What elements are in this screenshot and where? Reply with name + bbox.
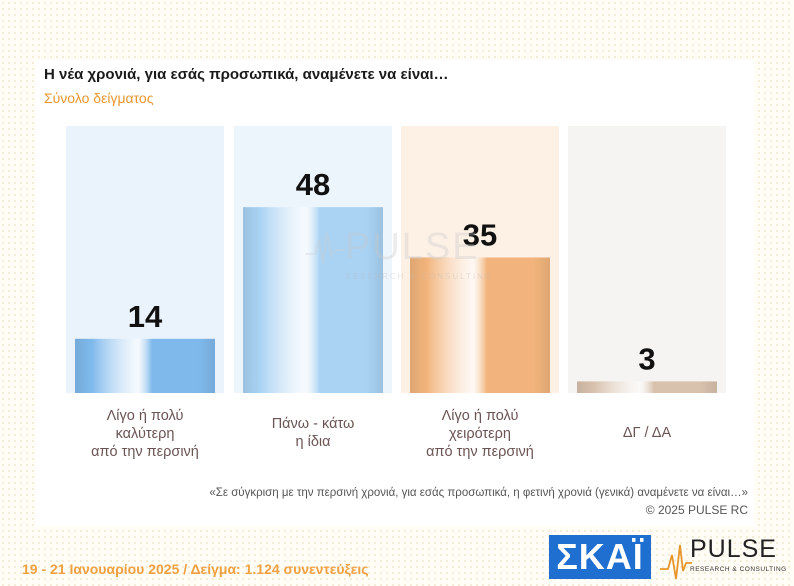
chart-subtitle: Σύνολο δείγματος	[44, 90, 154, 106]
chart-title: Η νέα χρονιά, για εσάς προσωπικά, αναμέν…	[44, 66, 449, 83]
pulse-logo: PULSE RESEARCH & CONSULTING	[660, 535, 786, 581]
bar	[75, 338, 215, 393]
bar-value-label: 3	[638, 341, 655, 376]
copyright-text: © 2025 PULSE RC	[645, 503, 748, 517]
bar-background-panel	[568, 126, 726, 393]
bar	[410, 257, 550, 393]
watermark-word: PULSE	[345, 226, 480, 268]
bar-value-label: 35	[463, 217, 497, 252]
category-label: Λίγο ή πολύ χειρότερη από την περσινή	[426, 408, 534, 460]
category-label: Λίγο ή πολύ καλύτερη από την περσινή	[91, 408, 199, 460]
skai-logo: ΣΚΑΪ	[549, 535, 651, 579]
question-note: «Σε σύγκριση με την περσινή χρονιά, για …	[209, 487, 748, 499]
pulse-wave-icon	[660, 544, 692, 580]
pulse-logo-tagline: RESEARCH & CONSULTING	[690, 566, 787, 573]
pulse-wave-icon	[305, 231, 345, 265]
survey-footer: 19 - 21 Ιανουαρίου 2025 / Δείγμα: 1.124 …	[22, 561, 369, 577]
bar	[577, 381, 717, 393]
category-label: Πάνω - κάτω η ίδια	[272, 416, 355, 450]
pulse-logo-word: PULSE	[690, 535, 777, 563]
pulse-watermark: PULSE RESEARCH & CONSULTING	[305, 226, 491, 281]
bar-value-label: 14	[128, 299, 163, 334]
watermark-tagline: RESEARCH & CONSULTING	[345, 272, 494, 281]
bar-value-label: 48	[296, 167, 330, 202]
category-label: ΔΓ / ΔΑ	[623, 425, 672, 441]
bar	[243, 207, 383, 393]
